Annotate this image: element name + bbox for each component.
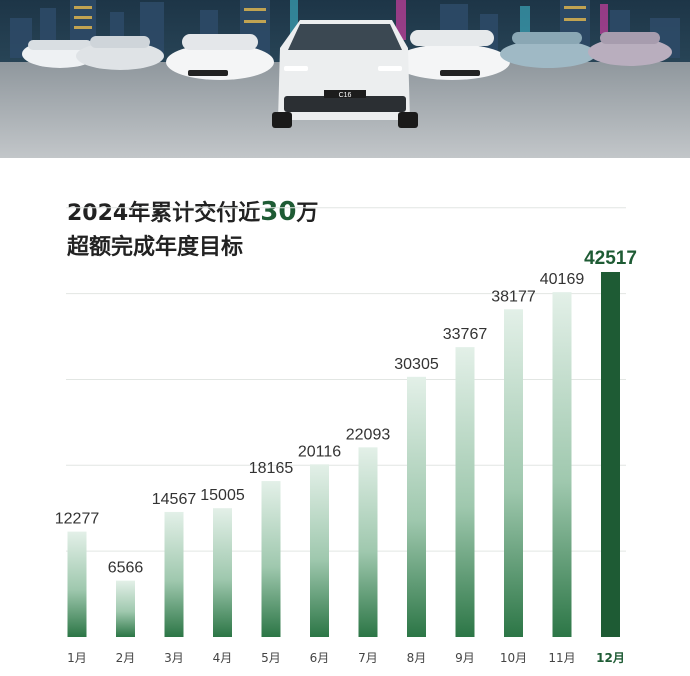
x-tick-label: 6月: [310, 651, 330, 665]
value-label: 40169: [540, 271, 585, 288]
x-tick-label: 12月: [596, 651, 625, 665]
car-badge: C16: [339, 92, 352, 99]
bar-1月: [67, 531, 87, 637]
x-tick-label: 10月: [500, 651, 527, 665]
x-tick-label: 7月: [358, 651, 378, 665]
bar-4月: [213, 508, 232, 637]
bar-8月: [407, 376, 426, 637]
bar-11月: [552, 292, 572, 637]
x-tick-label: 4月: [213, 651, 233, 665]
car-lineup-photo: C16: [0, 0, 690, 158]
hero-banner-image: C16: [0, 0, 690, 158]
bar-6月: [310, 464, 329, 637]
bar-12月: [601, 272, 620, 637]
bars: [67, 272, 620, 637]
value-label: 15005: [200, 487, 245, 504]
value-label: 30305: [394, 356, 439, 373]
value-label: 42517: [584, 248, 637, 269]
x-tick-label: 3月: [164, 651, 184, 665]
bar-5月: [261, 481, 281, 637]
value-label: 6566: [108, 560, 144, 577]
bar-2月: [116, 580, 135, 637]
x-tick-label: 5月: [261, 651, 281, 665]
bar-3月: [164, 511, 184, 637]
headline-line-1: 2024年累计交付近30万: [67, 195, 318, 231]
headline-highlight-number: 30: [260, 197, 297, 227]
x-tick-label: 9月: [455, 651, 475, 665]
x-axis-labels: 1月 2月 3月 4月 5月 6月 7月 8月 9月 10月 11月 12月: [67, 651, 625, 665]
headline-prefix: 2024年累计交付近: [67, 201, 261, 226]
x-tick-label: 11月: [548, 651, 575, 665]
value-label: 20116: [298, 443, 341, 460]
car-silhouettes: C16: [22, 20, 672, 128]
headline: 2024年累计交付近30万 超额完成年度目标: [67, 195, 318, 265]
value-label: 12277: [55, 511, 100, 528]
x-tick-label: 1月: [67, 651, 87, 665]
headline-suffix: 万: [296, 201, 319, 226]
value-label: 18165: [249, 460, 294, 477]
value-label: 22093: [346, 426, 391, 443]
value-label: 38177: [491, 288, 536, 305]
gridlines: [66, 207, 626, 552]
bar-9月: [455, 347, 475, 637]
bar-7月: [358, 447, 378, 637]
x-tick-label: 8月: [407, 651, 427, 665]
x-tick-label: 2月: [116, 651, 136, 665]
bar-10月: [504, 309, 523, 637]
value-label: 14567: [152, 491, 197, 508]
headline-line-2: 超额完成年度目标: [67, 235, 244, 260]
value-label: 33767: [443, 326, 488, 343]
